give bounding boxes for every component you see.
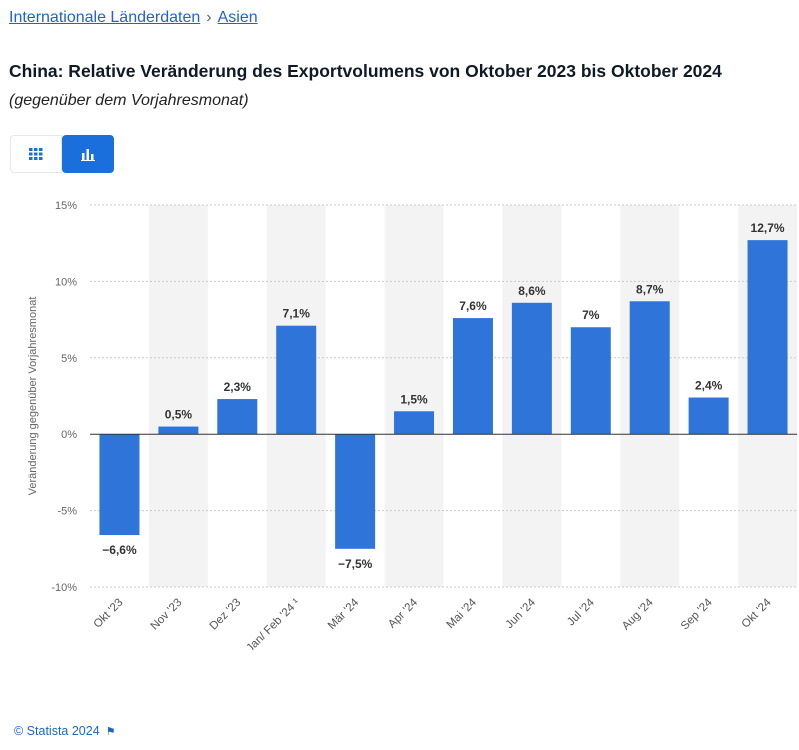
breadcrumb-link-asien[interactable]: Asien — [217, 9, 258, 26]
x-tick-label: Okt '24 — [740, 596, 774, 630]
page-subtitle: (gegenüber dem Vorjahresmonat) — [9, 92, 249, 109]
x-tick-label: Aug '24 — [620, 596, 656, 632]
y-tick-label: 0% — [61, 429, 77, 441]
x-tick-label: Jul '24 — [565, 596, 597, 628]
data-label: 8,6% — [518, 284, 546, 298]
page-title: China: Relative Veränderung des Exportvo… — [9, 61, 722, 81]
x-tick-label: Dez '23 — [208, 597, 244, 633]
x-tick-label: Mai '24 — [445, 596, 480, 631]
bar — [99, 434, 140, 536]
bar — [629, 301, 670, 435]
x-tick-label: Jan/ Feb '24 ¹ — [244, 597, 302, 650]
y-axis-title: Veränderung gegenüber Vorjahresmonat — [27, 297, 39, 496]
grid-icon — [29, 148, 43, 160]
data-label: 12,7% — [751, 221, 785, 235]
data-label: 7% — [582, 308, 600, 322]
data-label: 7,6% — [459, 299, 487, 313]
data-label: −7,5% — [338, 557, 373, 571]
x-tick-label: Sep '24 — [679, 596, 715, 632]
bar — [511, 302, 552, 435]
bar — [217, 399, 258, 435]
y-tick-label: 5% — [61, 353, 77, 365]
bar — [688, 397, 729, 435]
chart-band — [148, 205, 208, 587]
bar-chart-icon — [81, 148, 95, 161]
y-tick-label: -10% — [51, 582, 77, 594]
y-tick-label: -5% — [57, 506, 77, 518]
view-toggle — [10, 135, 114, 173]
x-tick-label: Nov '23 — [149, 597, 185, 633]
y-tick-label: 10% — [55, 276, 77, 288]
data-label: 0,5% — [165, 408, 193, 422]
bar — [158, 426, 199, 435]
breadcrumb: Internationale Länderdaten › Asien — [9, 9, 258, 27]
flag-icon[interactable]: ⚑ — [105, 725, 116, 738]
x-tick-label: Okt '23 — [92, 597, 126, 631]
breadcrumb-separator: › — [206, 9, 212, 26]
chart-band — [384, 205, 444, 587]
breadcrumb-link-internationale-laenderdaten[interactable]: Internationale Länderdaten — [9, 9, 201, 26]
x-tick-label: Mär '24 — [326, 596, 362, 632]
x-tick-label: Apr '24 — [386, 596, 420, 630]
data-label: 7,1% — [283, 307, 311, 321]
data-label: −6,6% — [102, 543, 137, 557]
copyright-text: © Statista 2024 — [14, 724, 100, 738]
bar-chart: 15% 10% 5% 0% -5% -10% Veränderung gegenüber V… — [27, 200, 797, 650]
data-label: 1,5% — [400, 392, 428, 406]
chart-view-button[interactable] — [62, 135, 114, 173]
bar — [276, 325, 317, 435]
bar — [570, 327, 611, 435]
bar — [747, 240, 788, 435]
footer: © Statista 2024 ⚑ — [14, 724, 116, 738]
data-label: 2,3% — [224, 380, 252, 394]
x-tick-label: Jun '24 — [504, 596, 539, 631]
table-view-button[interactable] — [10, 135, 62, 173]
bar — [394, 411, 435, 435]
y-tick-label: 15% — [55, 200, 77, 212]
data-label: 8,7% — [636, 282, 664, 296]
bar — [452, 318, 493, 435]
data-label: 2,4% — [695, 379, 723, 393]
bar — [335, 434, 376, 549]
